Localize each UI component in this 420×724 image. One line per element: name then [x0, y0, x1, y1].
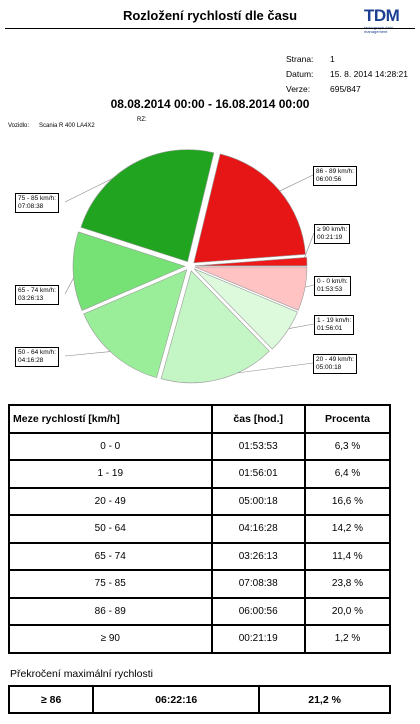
pie-slice: [193, 268, 298, 350]
pie-label-range: ≥ 90 km/h:: [317, 226, 348, 233]
pie-label-range: 20 - 49 km/h:: [316, 356, 354, 363]
pie-label-time: 03:26:13: [18, 295, 44, 302]
col-header-percent: Procenta: [303, 404, 392, 434]
pie-label-time: 06:00:56: [316, 176, 342, 183]
table-row: 0 - 0 01:53:53 6,3 %: [8, 431, 392, 461]
cell-range: 1 - 19: [8, 459, 213, 489]
cell-percent: 23,8 %: [303, 569, 392, 599]
pie-label-time: 07:08:38: [18, 203, 44, 210]
table-row: ≥ 90 00:21:19 1,2 %: [8, 624, 392, 654]
rz-label: RZ:: [137, 117, 147, 123]
logo-subtext: tachograph data management: [364, 25, 393, 34]
report-period: 08.08.2014 00:00 - 16.08.2014 00:00: [110, 97, 310, 111]
meta-row-date: Datum: 15. 8. 2014 14:28:21: [286, 67, 408, 82]
exceed-table: ≥ 86 06:22:16 21,2 %: [7, 685, 391, 714]
exceed-range: ≥ 86: [7, 685, 95, 714]
col-header-time: čas [hod.]: [210, 404, 306, 434]
table-row: 50 - 64 04:16:28 14,2 %: [8, 514, 392, 544]
cell-time: 01:56:01: [210, 459, 306, 489]
cell-percent: 14,2 %: [303, 514, 392, 544]
meta-label: Datum:: [286, 69, 314, 79]
pie-label-time: 00:21:19: [317, 234, 343, 241]
tdm-logo: TDM tachograph data management: [364, 6, 410, 34]
cell-percent: 11,4 %: [303, 541, 392, 571]
report-meta: Strana: 1 Datum: 15. 8. 2014 14:28:21 Ve…: [286, 52, 408, 97]
meta-value: 15. 8. 2014 14:28:21: [330, 69, 408, 79]
pie-leader-line: [302, 232, 315, 262]
exceed-percent: 21,2 %: [258, 685, 391, 714]
pie-label-time: 01:56:01: [317, 325, 343, 332]
cell-time: 03:26:13: [210, 541, 306, 571]
report-title: Rozložení rychlostí dle času: [122, 8, 298, 23]
cell-range: 20 - 49: [8, 486, 213, 516]
cell-time: 04:16:28: [210, 514, 306, 544]
cell-percent: 6,3 %: [303, 431, 392, 461]
pie-label-range: 50 - 64 km/h:: [18, 349, 56, 356]
meta-row-page: Strana: 1: [286, 52, 408, 67]
meta-value: 695/847: [330, 84, 361, 94]
table-header-row: Meze rychlostí [km/h] čas [hod.] Procent…: [8, 404, 392, 434]
cell-percent: 1,2 %: [303, 624, 392, 654]
cell-range: 75 - 85: [8, 569, 213, 599]
pie-label-range: 86 - 89 km/h:: [316, 168, 354, 175]
meta-row-version: Verze: 695/847: [286, 82, 408, 97]
meta-label: Strana:: [286, 54, 314, 64]
pie-slice-label: ≥ 90 km/h: 00:21:19: [314, 224, 351, 244]
meta-value: 1: [330, 54, 335, 64]
cell-percent: 20,0 %: [303, 596, 392, 626]
cell-percent: 16,6 %: [303, 486, 392, 516]
col-header-range: Meze rychlostí [km/h]: [8, 404, 213, 434]
pie-slice-label: 75 - 85 km/h: 07:08:38: [15, 193, 59, 213]
pie-label-range: 75 - 85 km/h:: [18, 195, 56, 202]
table-row: 1 - 19 01:56:01 6,4 %: [8, 459, 392, 489]
exceed-time: 06:22:16: [92, 685, 261, 714]
pie-slice-label: 65 - 74 km/h: 03:26:13: [15, 285, 59, 305]
pie-slice-label: 0 - 0 km/h: 01:53:53: [314, 276, 351, 296]
table-row: 86 - 89 06:00:56 20,0 %: [8, 596, 392, 626]
pie-slice: [194, 257, 308, 267]
exceed-title: Překročení maximální rychlosti: [10, 668, 153, 680]
speed-pie-chart: [64, 149, 315, 384]
pie-slice: [80, 149, 215, 263]
pie-slice-label: 86 - 89 km/h: 06:00:56: [313, 166, 357, 186]
vehicle-value: Scania R 400 LA4X2: [39, 123, 95, 129]
pie-slice: [160, 270, 270, 384]
vehicle-info: Vozidlo: Scania R 400 LA4X2: [8, 123, 105, 129]
pie-label-range: 1 - 19 km/h:: [317, 317, 352, 324]
pie-slice-label: 50 - 64 km/h: 04:16:28: [15, 347, 59, 367]
cell-time: 01:53:53: [210, 431, 306, 461]
cell-range: 86 - 89: [8, 596, 213, 626]
pie-slice: [193, 153, 306, 264]
cell-time: 06:00:56: [210, 596, 306, 626]
meta-label: Verze:: [286, 84, 311, 94]
speed-table: Meze rychlostí [km/h] čas [hod.] Procent…: [8, 404, 392, 654]
pie-label-range: 65 - 74 km/h:: [18, 287, 56, 294]
cell-time: 07:08:38: [210, 569, 306, 599]
pie-slice: [83, 269, 188, 379]
pie-slice-label: 1 - 19 km/h: 01:56:01: [314, 315, 355, 335]
pie-leader-line: [275, 174, 314, 194]
cell-range: 50 - 64: [8, 514, 213, 544]
pie-label-time: 04:16:28: [18, 357, 44, 364]
pie-slice-label: 20 - 49 km/h: 05:00:18: [313, 354, 357, 374]
pie-label-range: 0 - 0 km/h:: [317, 278, 348, 285]
logo-text: TDM: [364, 6, 400, 25]
cell-range: 65 - 74: [8, 541, 213, 571]
cell-percent: 6,4 %: [303, 459, 392, 489]
cell-time: 05:00:18: [210, 486, 306, 516]
vehicle-label: Vozidlo:: [8, 123, 30, 129]
cell-time: 00:21:19: [210, 624, 306, 654]
table-row: 20 - 49 05:00:18 16,6 %: [8, 486, 392, 516]
header-divider: [5, 28, 415, 29]
pie-slice: [72, 231, 186, 311]
pie-label-time: 05:00:18: [316, 364, 342, 371]
cell-range: 0 - 0: [8, 431, 213, 461]
table-row: 65 - 74 03:26:13 11,4 %: [8, 541, 392, 571]
pie-slice: [194, 266, 308, 311]
cell-range: ≥ 90: [8, 624, 213, 654]
pie-leader-line: [64, 350, 116, 357]
table-row: 75 - 85 07:08:38 23,8 %: [8, 569, 392, 599]
exceed-row: ≥ 86 06:22:16 21,2 %: [7, 685, 391, 714]
pie-label-time: 01:53:53: [317, 286, 343, 293]
